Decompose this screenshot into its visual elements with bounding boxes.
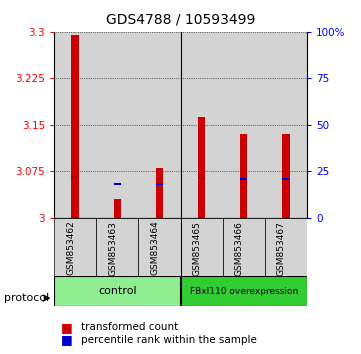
Bar [96, 218, 138, 276]
Text: GSM853464: GSM853464 [151, 221, 160, 275]
Bar [113, 183, 121, 184]
Text: protocol: protocol [4, 293, 49, 303]
Bar [96, 32, 138, 218]
Text: ■: ■ [61, 333, 77, 346]
Bar [54, 276, 180, 306]
Bar [223, 218, 265, 276]
Text: GSM853467: GSM853467 [277, 221, 286, 275]
Bar [71, 35, 79, 218]
Bar [180, 218, 223, 276]
Bar [54, 32, 96, 218]
Bar [223, 32, 265, 218]
Text: GSM853463: GSM853463 [108, 221, 117, 275]
Bar [282, 178, 290, 180]
Bar [198, 118, 205, 218]
Text: GSM853465: GSM853465 [192, 221, 201, 275]
Bar [180, 276, 307, 306]
Text: ■: ■ [61, 321, 77, 334]
Bar [240, 134, 248, 218]
Bar [113, 199, 121, 218]
Bar [138, 218, 180, 276]
Bar [198, 177, 205, 178]
Bar [265, 218, 307, 276]
Text: FBxl110 overexpression: FBxl110 overexpression [190, 287, 298, 296]
Text: GDS4788 / 10593499: GDS4788 / 10593499 [106, 12, 255, 27]
Bar [240, 178, 248, 180]
Bar [156, 183, 163, 184]
Text: percentile rank within the sample: percentile rank within the sample [81, 335, 257, 345]
Text: GSM853462: GSM853462 [66, 221, 75, 275]
Text: GSM853466: GSM853466 [235, 221, 244, 275]
Bar [156, 168, 163, 218]
Bar [54, 218, 96, 276]
Bar [282, 134, 290, 218]
Bar [180, 32, 223, 218]
Bar [265, 32, 307, 218]
Text: control: control [98, 286, 136, 296]
Text: transformed count: transformed count [81, 322, 178, 332]
Bar [138, 32, 180, 218]
Bar [71, 177, 79, 178]
